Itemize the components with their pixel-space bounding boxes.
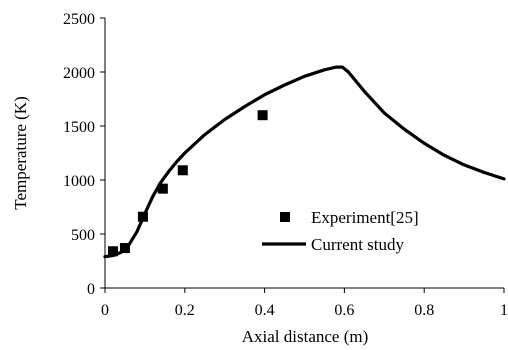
y-tick-label: 2000 <box>63 65 95 82</box>
x-tick-label: 0.2 <box>175 302 195 319</box>
y-tick-labels: 0 500 1000 1500 2000 2500 <box>63 11 95 298</box>
series-line-current-study <box>103 65 506 259</box>
legend-label-current-study: Current study <box>311 235 405 254</box>
x-tick-label: 0.8 <box>414 302 434 319</box>
x-tick-label: 0 <box>101 302 109 319</box>
x-tick-label: 1 <box>500 302 508 319</box>
data-point-experiment <box>107 246 118 257</box>
axes <box>100 17 505 293</box>
data-point-experiment <box>157 183 168 194</box>
y-tick-label: 1500 <box>63 119 95 136</box>
y-tick-label: 1000 <box>63 173 95 190</box>
x-tick-labels: 0 0.2 0.4 0.6 0.8 1 <box>101 302 508 319</box>
plot-series <box>103 65 506 259</box>
x-tick-label: 0.6 <box>334 302 354 319</box>
y-axis-title: Temperature (K) <box>11 96 30 210</box>
legend: Experiment[25] Current study <box>262 208 419 254</box>
legend-label-experiment: Experiment[25] <box>311 208 419 227</box>
x-tick-label: 0.4 <box>255 302 275 319</box>
x-axis-title: Axial distance (m) <box>242 327 369 346</box>
legend-marker-experiment <box>280 212 290 222</box>
data-point-experiment <box>257 110 268 121</box>
y-tick-label: 2500 <box>63 11 95 28</box>
data-point-experiment <box>177 165 188 176</box>
y-tick-label: 500 <box>71 227 95 244</box>
y-tick-label: 0 <box>87 281 95 298</box>
